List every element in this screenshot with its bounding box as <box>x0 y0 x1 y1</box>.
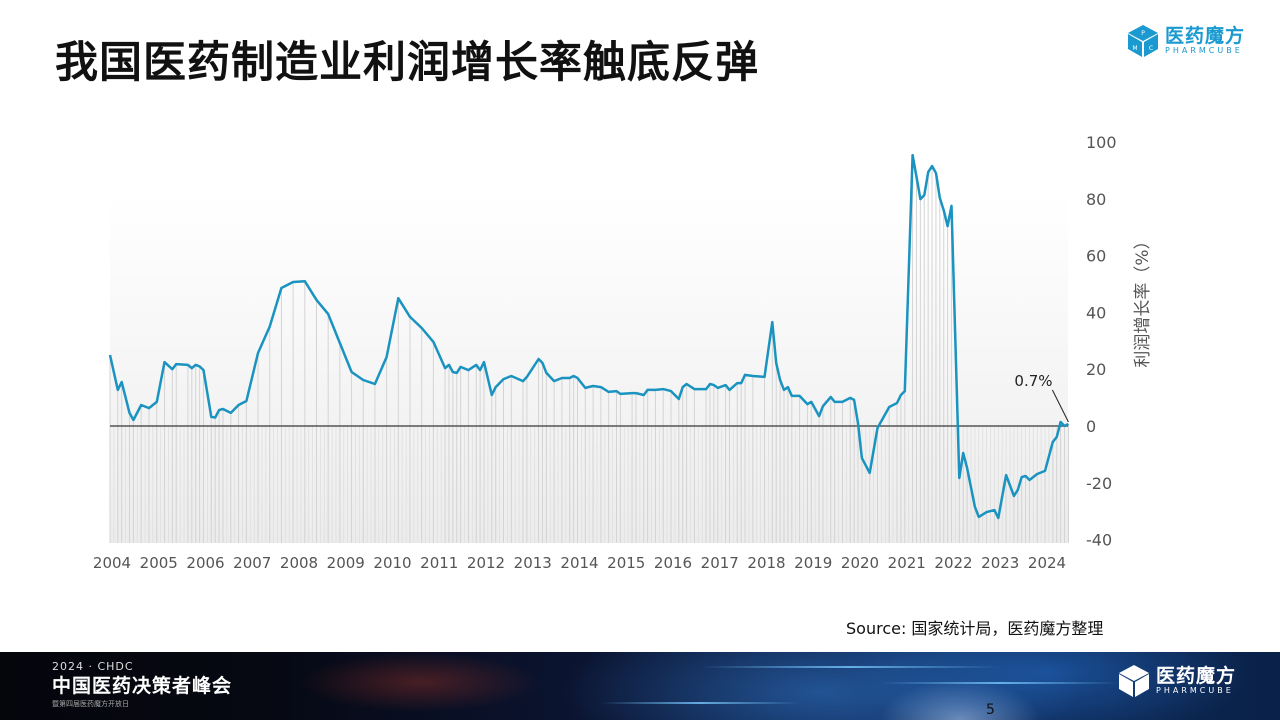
cube-letter: C <box>1149 45 1153 52</box>
light-streak <box>600 702 800 704</box>
logo-text-en: PHARMCUBE <box>1165 46 1243 55</box>
y-axis-title: 利润增长率（%） <box>1133 232 1153 367</box>
logo-text-cn: 医药魔方 <box>1165 25 1246 47</box>
cube-logo-icon: P M C <box>1128 25 1158 57</box>
pharmcube-logo-footer: 医药魔方 PHARMCUBE <box>1118 664 1236 698</box>
event-year: 2024 · CHDC <box>52 660 134 673</box>
x-tick-label: 2014 <box>560 554 598 572</box>
x-tick-label: 2016 <box>654 554 692 572</box>
x-tick-label: 2017 <box>701 554 739 572</box>
y-tick-label: -40 <box>1086 531 1112 550</box>
x-tick-label: 2020 <box>841 554 879 572</box>
y-tick-label: 0 <box>1086 417 1096 436</box>
page-number: 5 <box>986 702 995 718</box>
x-tick-label: 2010 <box>373 554 411 572</box>
y-tick-label: 100 <box>1086 133 1117 152</box>
x-tick-label: 2018 <box>747 554 785 572</box>
logo-text-cn: 医药魔方 <box>1156 665 1237 687</box>
y-tick-label: 80 <box>1086 190 1106 209</box>
x-tick-label: 2011 <box>420 554 458 572</box>
x-tick-label: 2021 <box>888 554 926 572</box>
y-tick-label: 60 <box>1086 247 1106 266</box>
light-streak <box>880 682 1120 684</box>
x-tick-label: 2007 <box>233 554 271 572</box>
cube-letter: P <box>1141 30 1145 37</box>
light-streak <box>700 666 1000 668</box>
profit-growth-chart: 100 80 60 40 20 0 -20 -40 2004 2005 2006 2007 2008 2… <box>93 133 1153 572</box>
x-tick-label: 2005 <box>140 554 178 572</box>
x-tick-label: 2009 <box>327 554 365 572</box>
logo-text-en: PHARMCUBE <box>1156 686 1234 695</box>
x-tick-label: 2012 <box>467 554 505 572</box>
x-tick-label: 2008 <box>280 554 318 572</box>
x-tick-label: 2022 <box>934 554 972 572</box>
x-tick-label: 2013 <box>514 554 552 572</box>
x-tick-label: 2023 <box>981 554 1019 572</box>
y-tick-label: 20 <box>1086 360 1106 379</box>
x-tick-label: 2006 <box>186 554 224 572</box>
cube-letter: M <box>1132 45 1137 52</box>
page-title: 我国医药制造业利润增长率触底反弹 <box>55 38 759 88</box>
footer-banner: 2024 · CHDC 中国医药决策者峰会 暨第四届医药魔方开放日 <box>0 652 1280 720</box>
x-tick-label: 2024 <box>1028 554 1066 572</box>
source-note: Source: 国家统计局，医药魔方整理 <box>846 619 1104 638</box>
y-tick-label: -20 <box>1086 474 1112 493</box>
y-tick-label: 40 <box>1086 303 1106 322</box>
x-tick-label: 2004 <box>93 554 131 572</box>
annotation-leader <box>1051 389 1069 423</box>
annotation-label: 0.7% <box>1014 372 1052 390</box>
cube-logo-icon <box>1119 665 1149 697</box>
pharmcube-logo: P M C 医药魔方 PHARMCUBE <box>1127 24 1245 58</box>
x-tick-label: 2019 <box>794 554 832 572</box>
x-tick-label: 2015 <box>607 554 645 572</box>
event-subtitle: 暨第四届医药魔方开放日 <box>52 700 129 708</box>
event-name: 中国医药决策者峰会 <box>52 675 233 697</box>
series-line <box>108 153 1069 520</box>
